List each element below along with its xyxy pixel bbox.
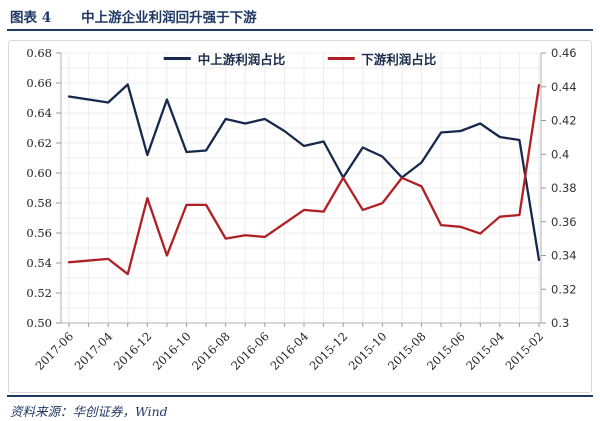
midupstream-line-swatch [163,57,191,60]
right-axis-label: 0.4 [551,147,569,161]
figure-title: 中上游企业利润回升强于下游 [81,10,257,26]
legend-item-downstream: 下游利润占比 [327,49,436,68]
right-axis-label: 0.36 [551,215,577,229]
x-axis-label: 2015-04 [463,329,507,373]
x-axis-label: 2015-12 [307,329,351,373]
left-axis-label: 0.50 [26,316,52,330]
left-axis-label: 0.52 [26,286,52,300]
right-axis-label: 0.42 [551,114,577,128]
legend-label-downstream: 下游利润占比 [361,52,437,67]
x-axis-label: 2016-10 [150,329,194,373]
top-rule [7,29,593,31]
x-axis-label: 2017-04 [72,329,116,373]
right-axis-label: 0.32 [551,282,577,296]
legend-item-midupstream: 中上游利润占比 [163,49,286,68]
left-axis-label: 0.66 [26,76,52,90]
left-axis-label: 0.56 [26,226,52,240]
left-axis-label: 0.62 [26,136,52,150]
figure-tag: 图表 4 [10,10,52,26]
x-axis-label: 2015-10 [346,329,390,373]
legend: 中上游利润占比 下游利润占比 [163,49,436,68]
x-axis-label: 2017-06 [32,329,76,373]
x-axis-label: 2016-12 [111,329,155,373]
profit-share-chart: 0.68 0.66 0.64 0.62 0.60 0.58 0.56 0.54 0.52 0.50… [26,46,577,373]
right-axis-label: 0.44 [551,80,577,94]
figure-header: 图表 4 中上游企业利润回升强于下游 [10,6,257,26]
bottom-rule [7,395,593,397]
left-axis-label: 0.54 [26,256,52,270]
legend-label-midupstream: 中上游利润占比 [197,52,286,67]
left-axis-label: 0.64 [26,106,52,120]
series-line-0 [67,83,541,262]
left-axis-label: 0.58 [26,196,52,210]
x-axis-label: 2016-08 [189,329,233,373]
right-axis-label: 0.3 [551,316,569,330]
right-axis-label: 0.38 [551,181,577,195]
x-axis-label: 2015-02 [502,329,546,373]
left-axis-label: 0.60 [26,166,52,180]
x-axis-label: 2016-06 [228,329,272,373]
left-axis-label: 0.68 [26,46,52,60]
right-axis-label: 0.46 [551,46,577,60]
downstream-line-swatch [327,57,355,60]
x-axis-label: 2015-08 [385,329,429,373]
chart-panel: 0.68 0.66 0.64 0.62 0.60 0.58 0.56 0.54 0.52 0.50… [8,40,592,393]
x-axis-label: 2016-04 [267,329,311,373]
chart-area: 0.68 0.66 0.64 0.62 0.60 0.58 0.56 0.54 0.52 0.50… [9,41,591,392]
right-axis-label: 0.34 [551,249,577,263]
x-axis-label: 2015-06 [424,329,468,373]
series-line-1 [67,83,541,276]
source-note: 资料来源：华创证券，Wind [10,404,168,419]
